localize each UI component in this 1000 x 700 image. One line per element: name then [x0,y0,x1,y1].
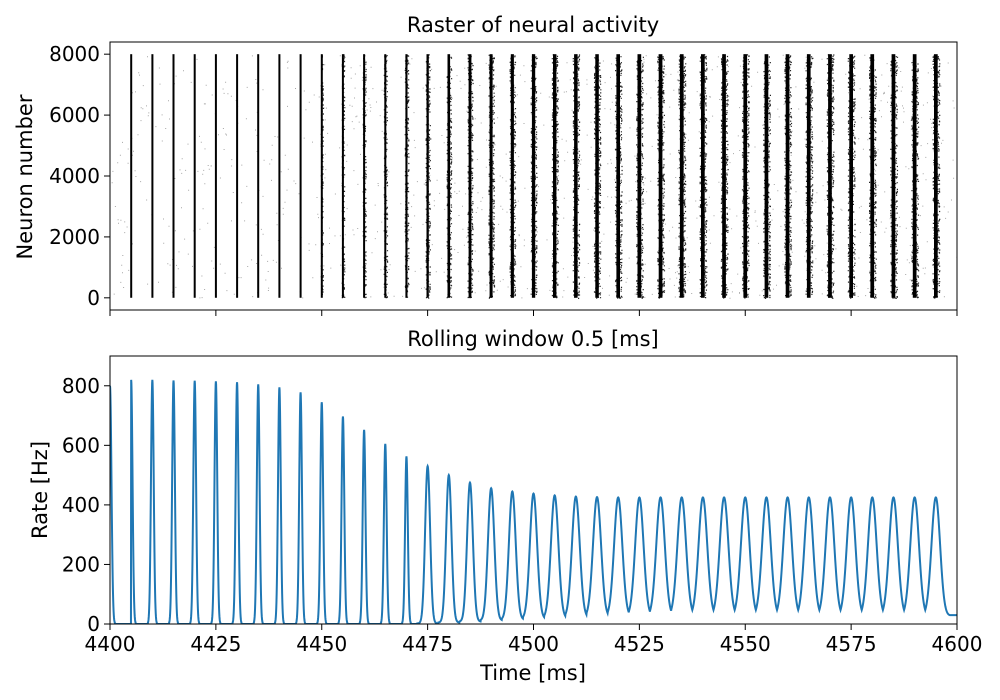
rate-y-tick-label: 200 [62,552,100,576]
rate-y-tick-label: 400 [62,493,100,517]
rate-x-tick-label: 4475 [402,632,453,656]
raster-y-axis: 0 2000 4000 6000 8000 [49,42,110,310]
rate-y-axis-label: Rate [Hz] [28,441,52,539]
rate-x-tick-label: 4450 [296,632,347,656]
raster-burst [130,54,133,298]
raster-burst [593,54,602,299]
raster-frame [109,41,958,311]
raster-burst [257,54,260,298]
raster-burst [614,54,623,299]
raster-burst [236,54,239,298]
raster-burst [826,54,835,299]
raster-burst [404,54,410,298]
raster-burst [362,54,367,299]
raster-burst [341,54,346,299]
rate-x-tick-label: 4575 [826,632,877,656]
rate-y-tick-label: 0 [87,612,100,636]
raster-burst [911,54,920,299]
rate-y-tick-label: 800 [62,374,100,398]
rate-panel: Rolling window 0.5 [ms] Rate [Hz] Time [… [28,327,982,685]
rate-x-tick-label: 4600 [932,632,983,656]
raster-burst [657,54,666,299]
raster-burst [467,54,474,299]
rate-plot-area [110,379,957,624]
raster-burst [720,54,729,299]
raster-burst [383,54,389,299]
raster-y-tick-label: 0 [87,286,100,310]
raster-burst [446,54,453,299]
rate-x-tick-label: 4550 [720,632,771,656]
raster-y-tick-label: 8000 [49,42,100,66]
raster-burst [193,54,196,298]
rate-title: Rolling window 0.5 [ms] [407,327,659,351]
raster-burst [299,54,302,298]
raster-burst [530,54,538,298]
raster-burst [214,54,217,298]
raster-burst [805,54,814,298]
raster-panel: Raster of neural activity Neuron number … [13,13,958,316]
raster-burst [678,54,687,298]
raster-burst [551,54,559,299]
raster-burst [847,54,856,299]
raster-burst [636,54,644,299]
raster-burst [320,54,324,298]
raster-burst [488,54,496,299]
raster-burst [868,54,877,299]
raster-plot-area [111,54,958,300]
raster-title: Raster of neural activity [407,13,659,37]
raster-burst [741,54,750,299]
raster-x-axis [109,310,958,316]
raster-burst [572,54,581,300]
raster-y-axis-label: Neuron number [13,94,37,259]
rate-x-tick-label: 4500 [508,632,559,656]
rate-y-axis: 0 200 400 600 800 [62,374,110,636]
raster-burst [699,54,708,299]
raster-burst [278,54,281,298]
raster-burst [763,54,771,300]
rate-x-tick-label: 4525 [614,632,665,656]
raster-y-tick-label: 6000 [49,103,100,127]
raster-y-tick-label: 4000 [49,164,100,188]
raster-burst [151,54,154,298]
raster-burst [509,54,517,298]
rate-x-axis-label: Time [ms] [479,661,586,685]
rate-x-axis: 4400 4425 4450 4475 4500 4525 4550 4575 4600 [85,624,983,656]
raster-burst [890,54,899,299]
rate-y-tick-label: 600 [62,433,100,457]
rate-line [110,379,957,624]
raster-burst [932,54,941,299]
raster-y-tick-label: 2000 [49,225,100,249]
raster-burst [784,54,793,298]
raster-burst [172,54,175,298]
rate-x-tick-label: 4425 [190,632,241,656]
rate-frame [109,355,958,625]
raster-burst [425,54,431,299]
rate-x-tick-label: 4400 [85,632,136,656]
